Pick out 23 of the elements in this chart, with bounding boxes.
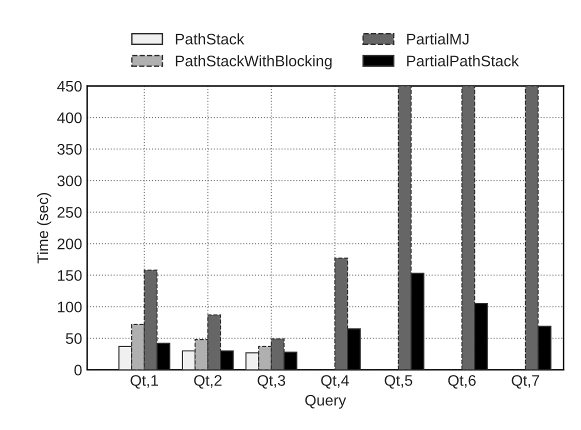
y-tick-label: 250 (58, 207, 82, 218)
x-tick-label: Qt,2 (194, 375, 222, 389)
legend-label: PartialPathStack (407, 55, 519, 66)
legend-label: PathStackWithBlocking (176, 55, 332, 70)
x-axis-title: Query (305, 394, 346, 409)
y-tick-label: 300 (57, 175, 82, 186)
legend-label: PathStack (176, 33, 244, 45)
x-tick-label: Qt,7 (512, 375, 540, 389)
x-tick-label: Qt,5 (384, 375, 412, 389)
y-tick-label: 100 (58, 302, 82, 312)
x-tick-label: Qt,1 (130, 375, 158, 389)
y-tick-label: 450 (57, 80, 82, 92)
x-tick-label: Qt,3 (258, 375, 286, 389)
y-tick-label: 50 (66, 333, 82, 344)
y-axis-title: Time (sec) (37, 193, 52, 264)
y-tick-label: 200 (58, 238, 82, 250)
y-tick-label: 350 (57, 144, 82, 155)
y-tick-label: 0 (74, 364, 82, 376)
y-tick-label: 150 (58, 270, 82, 281)
legend-label: PartialMJ (407, 33, 468, 45)
y-tick-label: 400 (57, 112, 82, 124)
x-tick-label: Qt,6 (448, 375, 476, 389)
x-tick-label: Qt,4 (321, 375, 349, 389)
